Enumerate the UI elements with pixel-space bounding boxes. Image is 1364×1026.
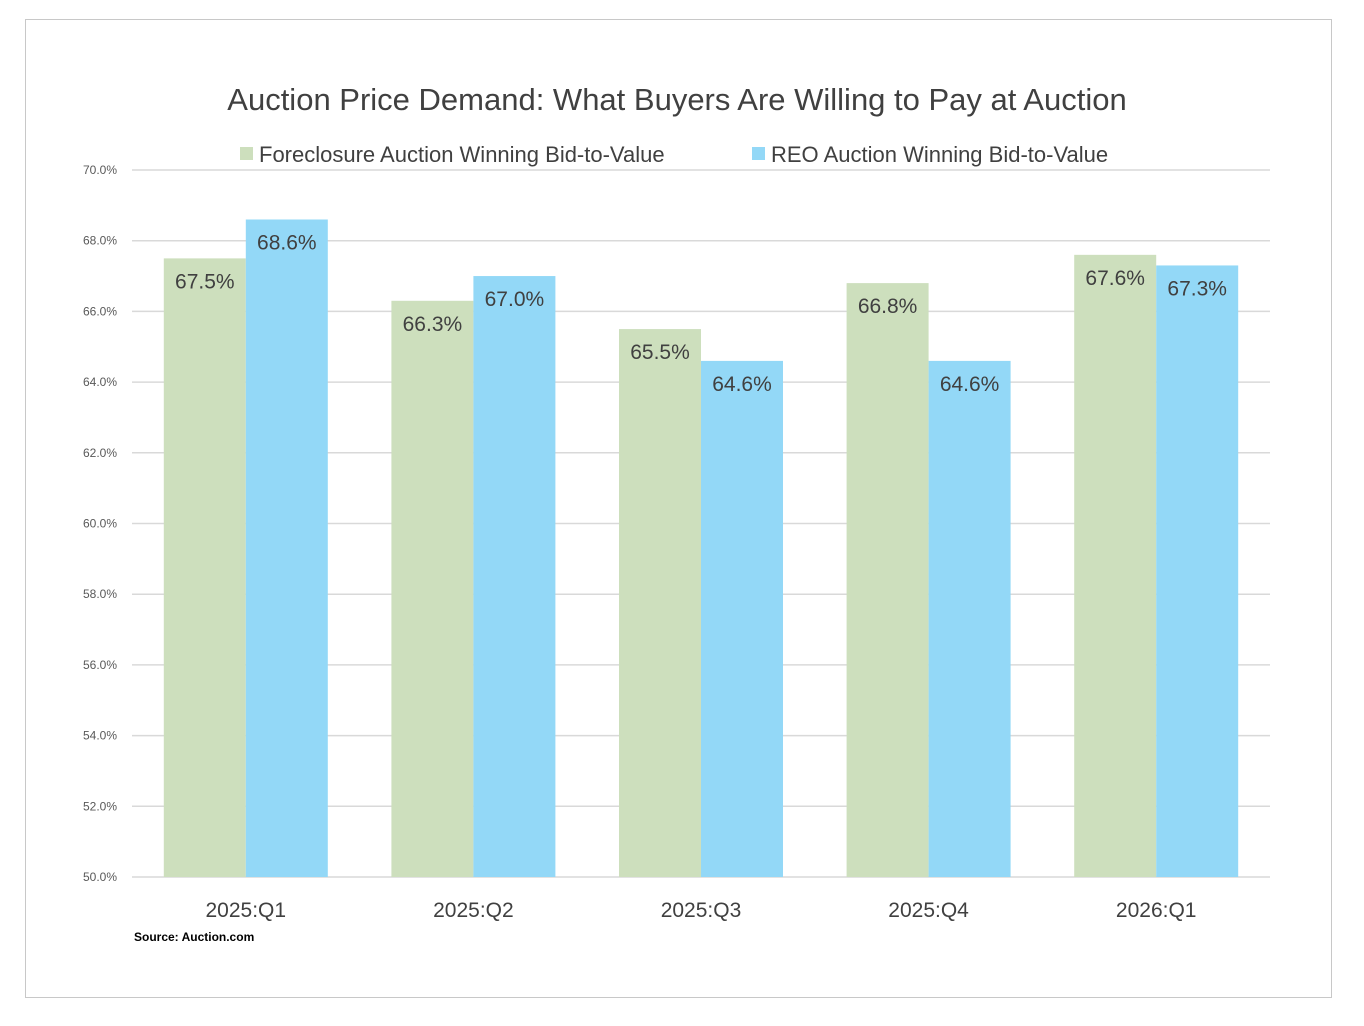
x-tick-label: 2025:Q3: [661, 899, 742, 922]
y-tick-label: 52.0%: [83, 799, 117, 813]
x-tick-label: 2025:Q2: [433, 899, 514, 922]
x-tick-label: 2025:Q1: [206, 899, 287, 922]
legend: Foreclosure Auction Winning Bid-to-Value…: [240, 142, 1108, 167]
y-tick-label: 50.0%: [83, 870, 117, 884]
bar-foreclosure-2025:Q3: [619, 329, 701, 877]
chart-title: Auction Price Demand: What Buyers Are Wi…: [227, 82, 1126, 117]
bar-reo-2025:Q2: [473, 276, 556, 877]
data-label: 64.6%: [712, 373, 772, 396]
bar-foreclosure-2025:Q4: [846, 283, 929, 877]
source-note: Source: Auction.com: [134, 930, 254, 944]
data-label: 67.3%: [1167, 277, 1227, 300]
x-tick-label: 2025:Q4: [888, 899, 969, 922]
bar-foreclosure-2026:Q1: [1074, 254, 1157, 878]
y-tick-label: 60.0%: [83, 517, 117, 531]
y-axis-ticks: 50.0% 52.0% 54.0% 56.0% 58.0% 60.0% 62.0% 64.0%…: [83, 163, 117, 884]
legend-swatch-reo: [752, 147, 765, 160]
data-label: 67.0%: [485, 288, 545, 311]
y-tick-label: 70.0%: [83, 163, 117, 177]
data-label: 64.6%: [940, 373, 1000, 396]
bar-reo-2025:Q3: [701, 360, 783, 877]
bar-reo-2025:Q1: [245, 219, 328, 878]
legend-label-reo: REO Auction Winning Bid-to-Value: [771, 142, 1108, 167]
data-label: 66.3%: [403, 313, 463, 336]
bar-foreclosure-2025:Q2: [391, 300, 474, 877]
data-label: 66.8%: [858, 295, 918, 318]
bar-reo-2025:Q4: [928, 360, 1011, 877]
data-label: 65.5%: [630, 341, 690, 364]
y-tick-label: 58.0%: [83, 587, 117, 601]
y-tick-label: 56.0%: [83, 658, 117, 672]
y-tick-label: 68.0%: [83, 234, 117, 248]
x-tick-label: 2026:Q1: [1116, 899, 1197, 922]
data-labels: 67.5% 68.6% 66.3% 67.0% 65.5% 64.6% 66.8% 64.6%…: [175, 231, 1227, 395]
y-tick-label: 66.0%: [83, 304, 117, 318]
legend-swatch-foreclosure: [240, 147, 253, 160]
data-label: 68.6%: [257, 231, 317, 254]
data-label: 67.5%: [175, 270, 235, 293]
data-label: 67.6%: [1085, 267, 1145, 290]
x-axis-ticks: 2025:Q1 2025:Q2 2025:Q3 2025:Q4 2026:Q1: [206, 899, 1197, 922]
legend-label-foreclosure: Foreclosure Auction Winning Bid-to-Value: [259, 142, 665, 167]
y-tick-label: 62.0%: [83, 446, 117, 460]
bars: [163, 219, 1239, 878]
bar-reo-2026:Q1: [1156, 265, 1239, 877]
y-tick-label: 64.0%: [83, 375, 117, 389]
y-tick-label: 54.0%: [83, 729, 117, 743]
bar-foreclosure-2025:Q1: [163, 258, 246, 877]
